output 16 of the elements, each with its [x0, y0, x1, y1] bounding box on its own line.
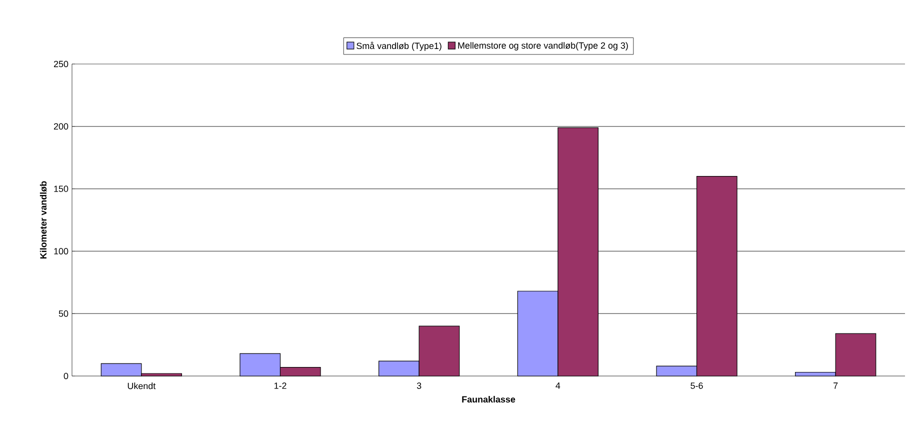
- x-axis-title: Faunaklasse: [462, 396, 516, 403]
- y-tick-label: 200: [54, 123, 68, 130]
- y-tick-label: 100: [54, 248, 68, 254]
- legend-label: Små vandløb (Type1): [356, 42, 442, 51]
- x-tick-label: 5-6: [690, 382, 703, 389]
- x-tick-label: 1-2: [274, 382, 286, 389]
- x-tick-label: 3: [416, 382, 422, 389]
- y-tick-label: 50: [58, 310, 68, 317]
- y-tick-label: 150: [54, 186, 68, 192]
- x-tick-label: 4: [556, 382, 560, 389]
- x-tick-label: Ukendt: [128, 382, 156, 390]
- x-tick-label: 7: [834, 382, 838, 389]
- legend-label: Mellemstore og store vandløb(Type 2 og 3): [458, 42, 628, 50]
- y-axis-title: Kilometer vandløb: [40, 181, 47, 259]
- y-tick-label: 250: [54, 60, 68, 68]
- y-tick-label: 0: [64, 372, 68, 380]
